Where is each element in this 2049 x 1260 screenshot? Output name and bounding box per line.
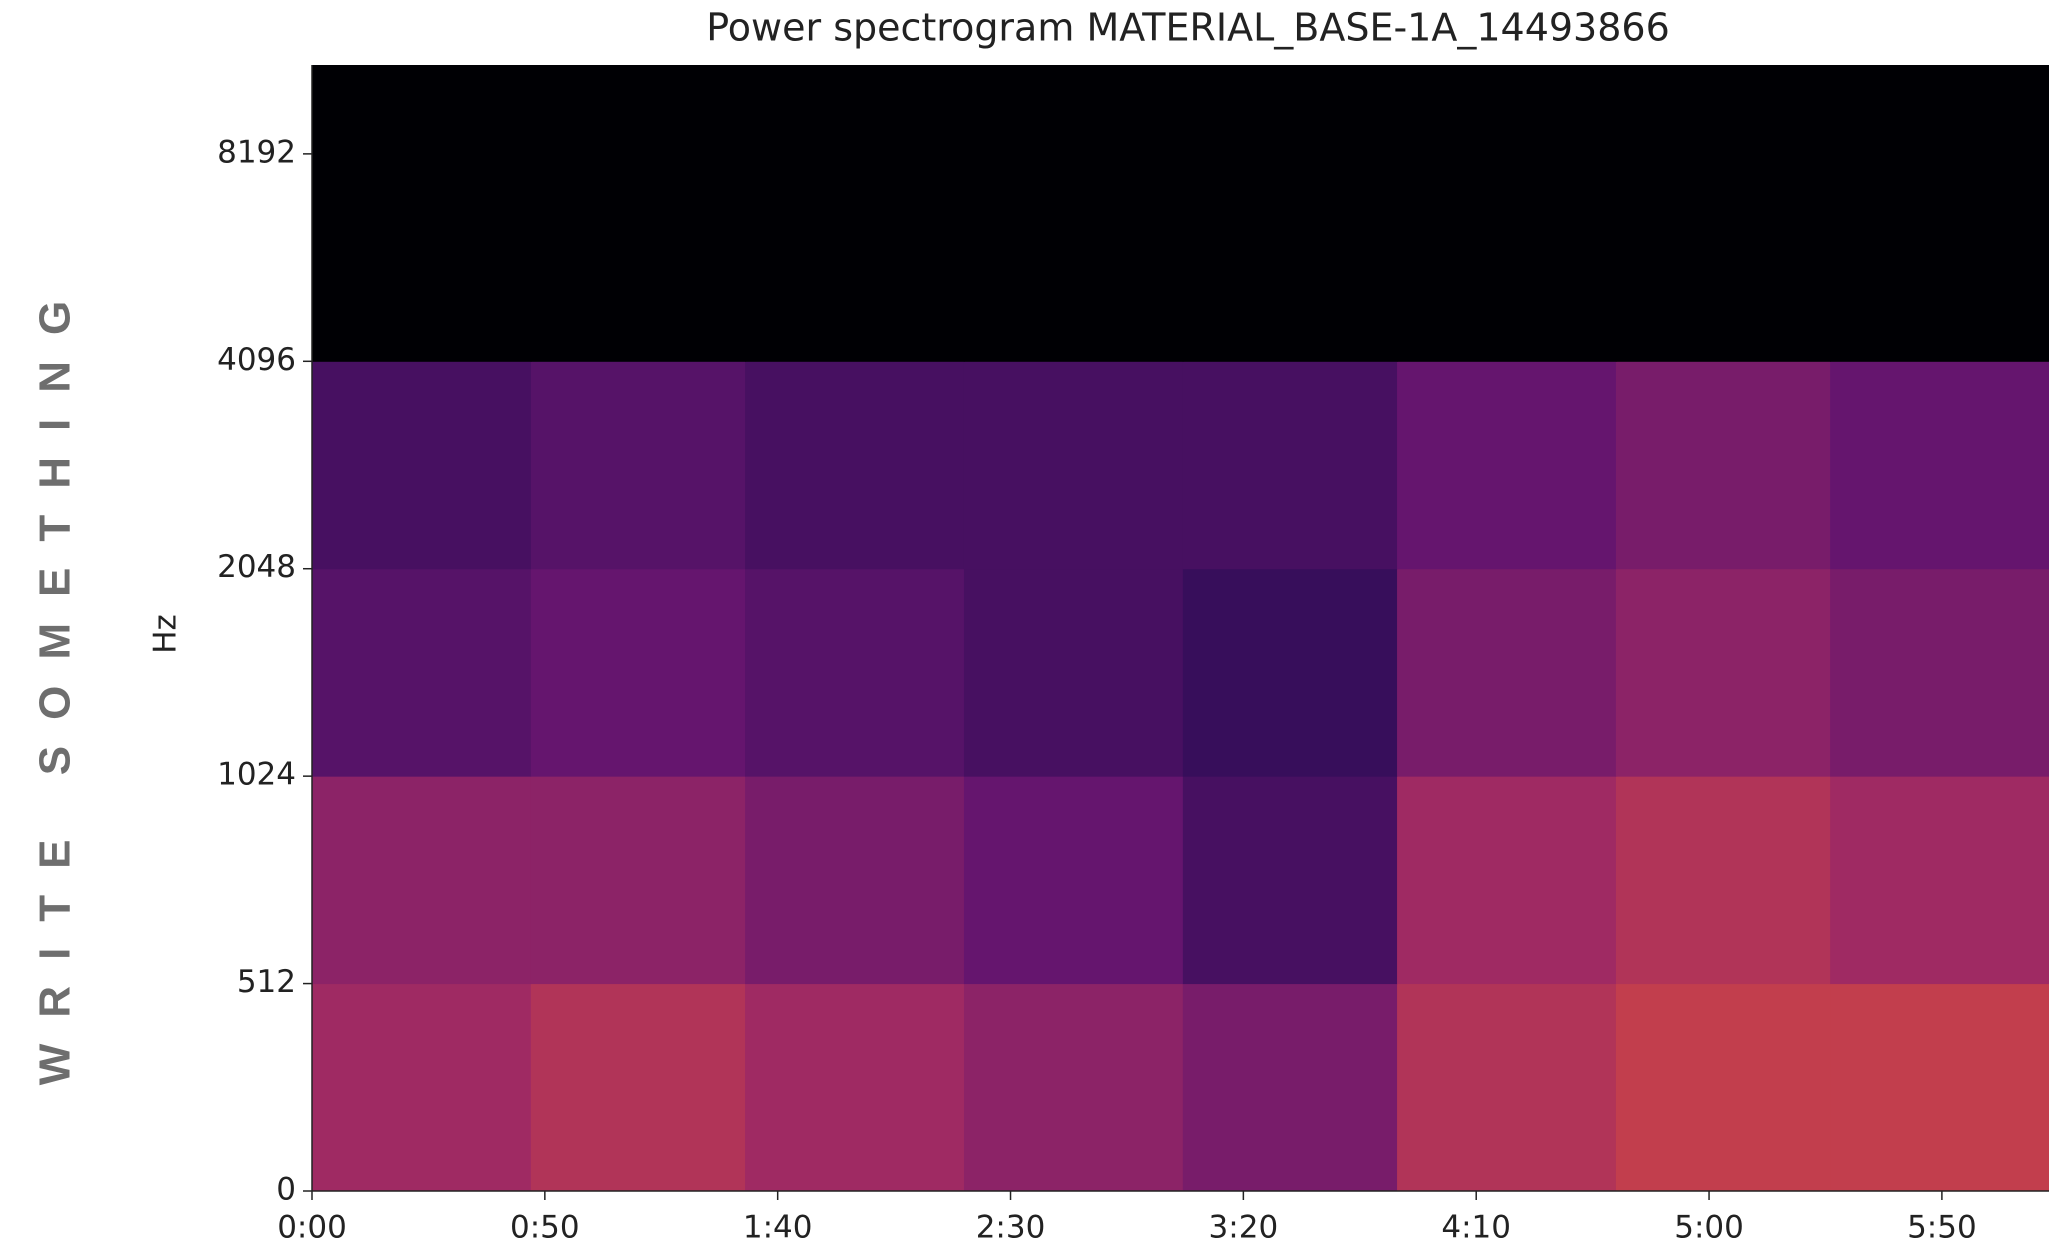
y-tick-label: 1024	[217, 757, 296, 793]
spectrogram-cell	[1615, 568, 1831, 777]
spectrogram-cell	[963, 65, 1184, 362]
y-tick-label: 2048	[217, 549, 296, 585]
x-tick-label: 3:20	[1209, 1210, 1279, 1246]
spectrogram-cell	[745, 568, 965, 777]
spectrogram-cell	[530, 983, 746, 1192]
spectrogram-cell	[312, 983, 532, 1192]
spectrogram-cell	[745, 361, 965, 570]
spectrogram-cell	[1397, 361, 1617, 570]
x-tick-label: 0:50	[510, 1210, 580, 1246]
spectrogram-cell	[745, 983, 965, 1192]
y-tick-label: 8192	[217, 134, 296, 170]
spectrogram-cell	[1182, 361, 1398, 570]
spectrogram-cell	[1397, 65, 1617, 362]
spectrogram-cell	[1830, 983, 2049, 1192]
spectrogram-cell	[1397, 983, 1617, 1192]
x-tick-label: 5:00	[1674, 1210, 1744, 1246]
spectrogram-cell	[1830, 568, 2049, 777]
spectrogram-cell	[745, 776, 965, 985]
spectrogram-cell	[530, 776, 746, 985]
spectrogram-cell	[963, 776, 1184, 985]
x-tick-label: 0:00	[277, 1210, 347, 1246]
spectrogram-cell	[1182, 983, 1398, 1192]
spectrogram-cell	[312, 65, 532, 362]
spectrogram-cell	[1615, 776, 1831, 985]
spectrogram-cell	[745, 65, 965, 362]
spectrogram-cell	[312, 568, 532, 777]
spectrogram-cell	[1182, 65, 1398, 362]
spectrogram-cell	[312, 361, 532, 570]
spectrogram-cell	[963, 361, 1184, 570]
x-tick-label: 4:10	[1441, 1210, 1511, 1246]
spectrogram-cell	[530, 65, 746, 362]
spectrogram-cell	[1397, 776, 1617, 985]
spectrogram-cell	[1182, 776, 1398, 985]
spectrogram-cell	[1615, 65, 1831, 362]
x-tick-label: 5:50	[1907, 1210, 1977, 1246]
side-text: WRITE SOMETHING	[31, 275, 80, 1085]
spectrogram-cell	[1830, 361, 2049, 570]
spectrogram-cell	[530, 568, 746, 777]
spectrogram-cell	[312, 776, 532, 985]
spectrogram-cell	[1182, 568, 1398, 777]
spectrogram-cell	[1615, 361, 1831, 570]
spectrogram-cell	[963, 983, 1184, 1192]
y-tick-label: 4096	[217, 342, 296, 378]
y-axis-label: Hz	[148, 614, 184, 654]
spectrogram-cell	[530, 361, 746, 570]
spectrogram-cell	[1830, 776, 2049, 985]
spectrogram-cell	[963, 568, 1184, 777]
x-tick-label: 1:40	[743, 1210, 813, 1246]
x-tick-label: 2:30	[976, 1210, 1046, 1246]
spectrogram-cell	[1397, 568, 1617, 777]
y-tick-label: 0	[276, 1172, 296, 1208]
chart-title: Power spectrogram MATERIAL_BASE-1A_14493…	[706, 6, 1670, 50]
spectrogram-cell	[1615, 983, 1831, 1192]
spectrogram-cell	[1830, 65, 2049, 362]
y-tick-label: 512	[237, 964, 296, 1000]
